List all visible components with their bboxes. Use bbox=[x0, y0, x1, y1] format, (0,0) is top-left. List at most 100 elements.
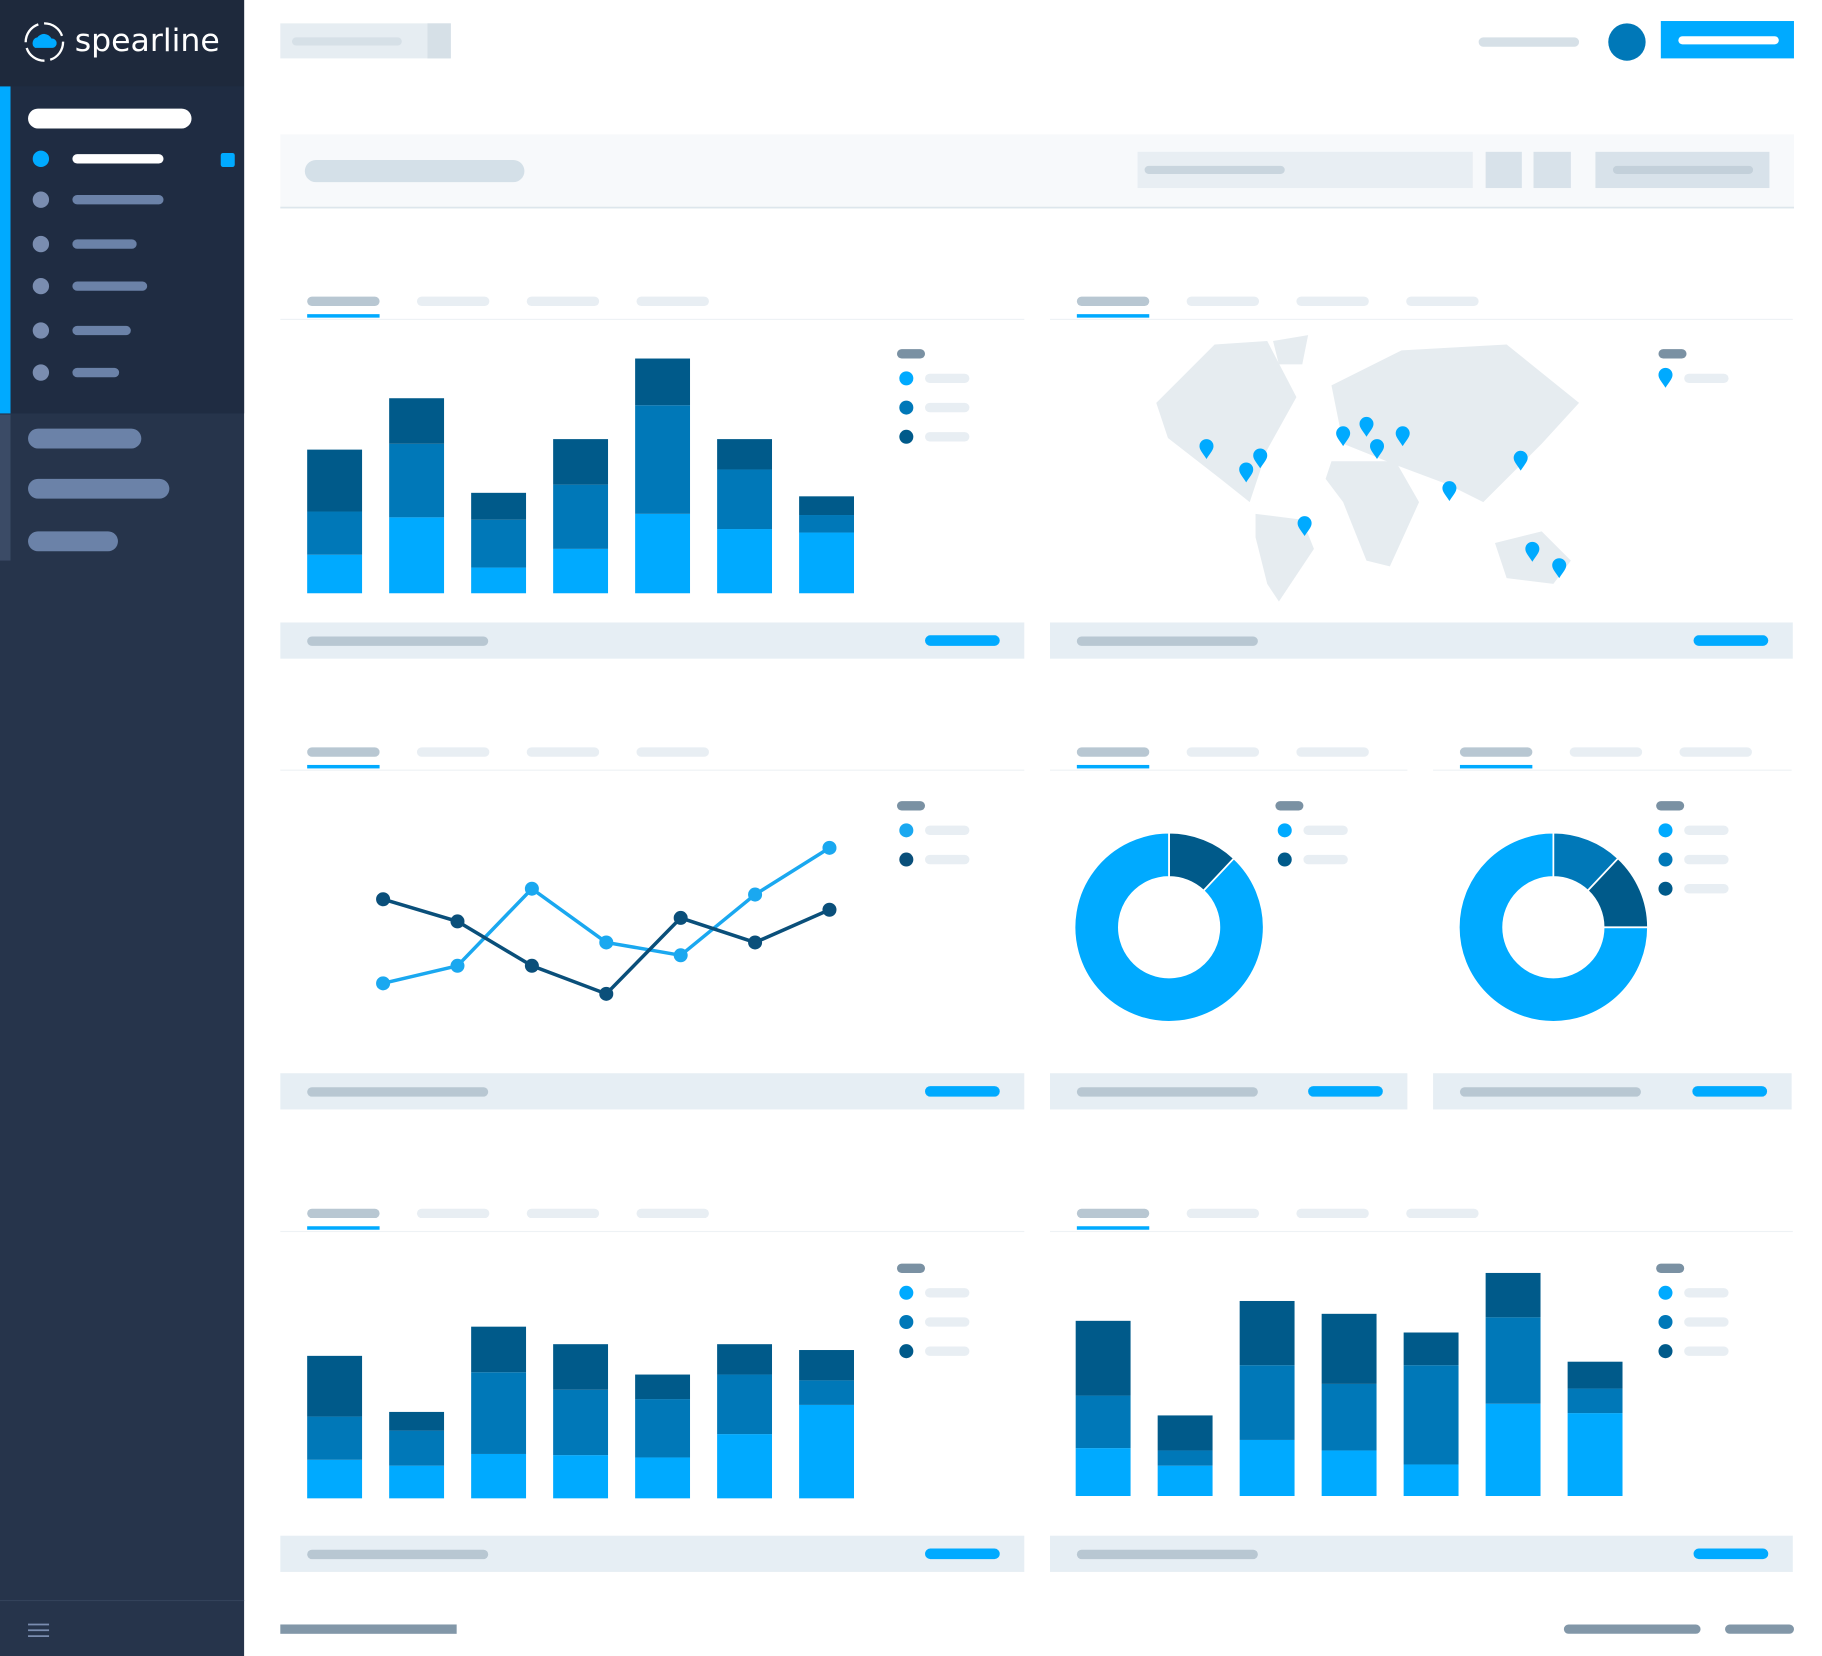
map-pin[interactable] bbox=[1336, 426, 1351, 447]
nav-item[interactable] bbox=[28, 478, 170, 499]
donut-slice bbox=[1168, 831, 1236, 892]
nav-item[interactable] bbox=[72, 281, 148, 291]
nav-item[interactable] bbox=[72, 154, 164, 164]
tab[interactable] bbox=[416, 1208, 490, 1219]
footer-link[interactable] bbox=[1725, 1624, 1794, 1634]
nav-dot bbox=[32, 235, 50, 253]
section-strip bbox=[0, 414, 11, 561]
footer-link[interactable] bbox=[1692, 1086, 1768, 1097]
map-pin[interactable] bbox=[1297, 516, 1312, 537]
nav-item[interactable] bbox=[28, 531, 118, 552]
tab[interactable] bbox=[1459, 747, 1533, 757]
nav-dot bbox=[32, 322, 50, 339]
footer-label bbox=[307, 1549, 489, 1560]
tab[interactable] bbox=[416, 296, 490, 306]
filter-button[interactable] bbox=[1485, 151, 1522, 189]
footer-link[interactable] bbox=[925, 635, 1000, 646]
bar-segment bbox=[389, 443, 445, 518]
nav-item[interactable] bbox=[72, 367, 120, 378]
tab[interactable] bbox=[1679, 747, 1752, 757]
tab[interactable] bbox=[307, 296, 380, 306]
bar-segment bbox=[389, 1430, 445, 1466]
tab[interactable] bbox=[526, 296, 600, 306]
legend-label bbox=[1303, 825, 1348, 836]
bar-segment bbox=[635, 1374, 691, 1400]
tab-underline bbox=[1076, 764, 1150, 769]
bar-segment bbox=[1485, 1317, 1541, 1404]
tab[interactable] bbox=[636, 296, 709, 306]
footer-link[interactable] bbox=[925, 1086, 1000, 1097]
bar-segment bbox=[553, 1344, 609, 1390]
donut-slice bbox=[1073, 831, 1265, 1023]
legend-label bbox=[925, 825, 970, 836]
bar-segment bbox=[471, 1372, 527, 1454]
map-pin[interactable] bbox=[1370, 439, 1385, 459]
footer-link[interactable] bbox=[1693, 635, 1769, 646]
map-pin[interactable] bbox=[1199, 439, 1214, 459]
legend-dot bbox=[1658, 823, 1673, 838]
tab[interactable] bbox=[526, 747, 600, 757]
line-point bbox=[748, 887, 763, 902]
footer-link[interactable] bbox=[280, 1624, 457, 1634]
tab-underline bbox=[1076, 1226, 1150, 1230]
legend-label bbox=[925, 854, 970, 865]
footer-link[interactable] bbox=[1693, 1548, 1769, 1560]
bar-segment bbox=[799, 532, 855, 594]
panel-divider bbox=[1433, 769, 1792, 771]
tab[interactable] bbox=[1296, 747, 1369, 757]
nav-item[interactable] bbox=[28, 428, 142, 449]
legend-dot bbox=[1658, 1344, 1673, 1359]
map-pin[interactable] bbox=[1513, 450, 1528, 471]
tab[interactable] bbox=[1296, 1208, 1369, 1219]
nav-heading[interactable] bbox=[28, 108, 192, 129]
footer-link[interactable] bbox=[1308, 1086, 1383, 1097]
map-pin[interactable] bbox=[1552, 558, 1567, 579]
bar-segment bbox=[553, 439, 609, 485]
bar-segment bbox=[1567, 1413, 1623, 1497]
bar-segment bbox=[553, 484, 609, 549]
tab[interactable] bbox=[1186, 747, 1260, 757]
tab[interactable] bbox=[416, 747, 490, 757]
footer-link[interactable] bbox=[1563, 1624, 1701, 1634]
nav-item[interactable] bbox=[72, 325, 131, 336]
tab[interactable] bbox=[1406, 296, 1479, 306]
line-point bbox=[748, 935, 763, 950]
footer-link[interactable] bbox=[925, 1548, 1000, 1560]
map-pin[interactable] bbox=[1253, 448, 1268, 469]
tab[interactable] bbox=[307, 1208, 380, 1219]
tab[interactable] bbox=[526, 1208, 600, 1219]
map-pin[interactable] bbox=[1658, 367, 1673, 388]
legend-header bbox=[1658, 349, 1687, 359]
tab[interactable] bbox=[1569, 747, 1643, 757]
legend-dot bbox=[1658, 1285, 1673, 1300]
avatar[interactable] bbox=[1608, 23, 1646, 61]
tab[interactable] bbox=[307, 747, 380, 757]
map-pin[interactable] bbox=[1442, 481, 1457, 502]
bar-segment bbox=[1567, 1361, 1623, 1389]
legend-label bbox=[1303, 854, 1348, 865]
tab-underline bbox=[307, 314, 380, 318]
filter-button[interactable] bbox=[1533, 151, 1571, 189]
bar-segment bbox=[799, 496, 855, 516]
nav-item[interactable] bbox=[72, 239, 137, 249]
tab[interactable] bbox=[1186, 1208, 1260, 1219]
line-point bbox=[376, 976, 391, 991]
map-pin[interactable] bbox=[1359, 416, 1374, 437]
map-pin[interactable] bbox=[1525, 541, 1540, 562]
tab[interactable] bbox=[1076, 1208, 1150, 1219]
tab-underline bbox=[1076, 314, 1150, 318]
map-pin[interactable] bbox=[1239, 462, 1254, 483]
map-pin[interactable] bbox=[1395, 426, 1410, 447]
nav-item[interactable] bbox=[72, 195, 164, 205]
tab[interactable] bbox=[1296, 296, 1369, 306]
tab[interactable] bbox=[1186, 296, 1260, 306]
bar-segment bbox=[471, 1453, 527, 1499]
tab[interactable] bbox=[1076, 747, 1150, 757]
tab[interactable] bbox=[636, 1208, 709, 1219]
tab[interactable] bbox=[1406, 1208, 1479, 1219]
legend-header bbox=[1656, 801, 1685, 811]
bar-segment bbox=[799, 1380, 855, 1405]
menu-icon[interactable] bbox=[28, 1623, 50, 1638]
tab[interactable] bbox=[636, 747, 709, 757]
tab[interactable] bbox=[1076, 296, 1150, 306]
